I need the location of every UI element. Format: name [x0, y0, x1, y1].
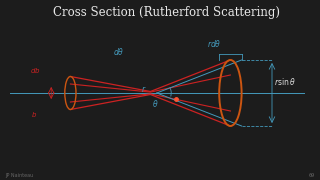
Text: $d\theta$: $d\theta$: [113, 46, 124, 57]
Text: $r$: $r$: [141, 84, 147, 93]
Text: $\theta$: $\theta$: [152, 98, 158, 109]
Text: 69: 69: [309, 173, 315, 178]
Text: $rd\theta$: $rd\theta$: [207, 38, 222, 49]
Text: $b$: $b$: [30, 109, 37, 118]
Text: Cross Section (Rutherford Scattering): Cross Section (Rutherford Scattering): [53, 6, 280, 19]
Text: $db$: $db$: [30, 66, 40, 75]
Text: JP Nainteau: JP Nainteau: [5, 173, 33, 178]
Text: $r\sin\theta$: $r\sin\theta$: [274, 75, 296, 87]
